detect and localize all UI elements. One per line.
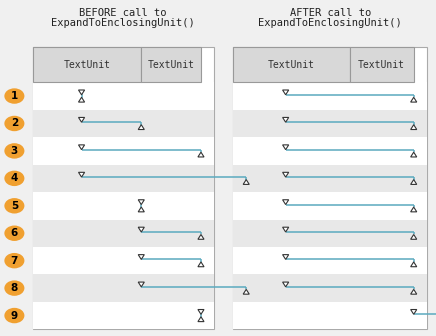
- Polygon shape: [78, 145, 85, 150]
- Text: ExpandToEnclosingUnit(): ExpandToEnclosingUnit(): [51, 18, 195, 29]
- Polygon shape: [283, 172, 289, 177]
- Polygon shape: [411, 289, 417, 294]
- Polygon shape: [138, 125, 144, 129]
- Polygon shape: [283, 117, 289, 122]
- Text: BEFORE call to: BEFORE call to: [79, 8, 167, 18]
- FancyBboxPatch shape: [33, 110, 214, 137]
- Text: 1: 1: [11, 91, 18, 101]
- Polygon shape: [411, 125, 417, 129]
- Polygon shape: [138, 227, 144, 232]
- Polygon shape: [411, 180, 417, 184]
- Polygon shape: [243, 289, 249, 294]
- Circle shape: [4, 280, 24, 296]
- Polygon shape: [283, 282, 289, 287]
- Text: TextUnit: TextUnit: [64, 60, 110, 70]
- FancyBboxPatch shape: [33, 47, 214, 329]
- Polygon shape: [198, 262, 204, 267]
- FancyBboxPatch shape: [233, 192, 427, 219]
- Circle shape: [4, 308, 24, 323]
- Text: TextUnit: TextUnit: [358, 60, 405, 70]
- Text: 7: 7: [11, 256, 18, 266]
- FancyBboxPatch shape: [33, 165, 214, 192]
- Circle shape: [4, 88, 24, 104]
- Text: TextUnit: TextUnit: [268, 60, 315, 70]
- FancyBboxPatch shape: [233, 137, 427, 165]
- Circle shape: [4, 171, 24, 186]
- Text: 9: 9: [11, 310, 18, 321]
- Text: 3: 3: [11, 146, 18, 156]
- Polygon shape: [198, 317, 204, 322]
- FancyBboxPatch shape: [233, 47, 350, 82]
- FancyBboxPatch shape: [33, 219, 214, 247]
- Polygon shape: [411, 97, 417, 102]
- Polygon shape: [411, 235, 417, 239]
- FancyBboxPatch shape: [233, 219, 427, 247]
- Text: 8: 8: [11, 283, 18, 293]
- Polygon shape: [283, 200, 289, 205]
- Polygon shape: [243, 180, 249, 184]
- FancyBboxPatch shape: [33, 275, 214, 302]
- FancyBboxPatch shape: [233, 82, 427, 110]
- FancyBboxPatch shape: [233, 275, 427, 302]
- FancyBboxPatch shape: [33, 302, 214, 329]
- Circle shape: [4, 116, 24, 131]
- FancyBboxPatch shape: [33, 82, 214, 110]
- Text: 2: 2: [11, 119, 18, 128]
- FancyBboxPatch shape: [233, 247, 427, 275]
- FancyBboxPatch shape: [233, 165, 427, 192]
- Polygon shape: [411, 309, 417, 314]
- Text: AFTER call to: AFTER call to: [290, 8, 371, 18]
- Polygon shape: [138, 282, 144, 287]
- Polygon shape: [283, 90, 289, 95]
- Text: TextUnit: TextUnit: [148, 60, 194, 70]
- Circle shape: [4, 143, 24, 159]
- FancyBboxPatch shape: [233, 47, 427, 329]
- Circle shape: [4, 253, 24, 268]
- FancyBboxPatch shape: [233, 302, 427, 329]
- Text: 5: 5: [11, 201, 18, 211]
- Polygon shape: [138, 200, 144, 205]
- FancyBboxPatch shape: [33, 247, 214, 275]
- Circle shape: [4, 198, 24, 214]
- Polygon shape: [283, 255, 289, 259]
- Text: 4: 4: [11, 173, 18, 183]
- Polygon shape: [198, 152, 204, 157]
- Polygon shape: [283, 145, 289, 150]
- FancyBboxPatch shape: [33, 192, 214, 219]
- Polygon shape: [138, 207, 144, 212]
- FancyBboxPatch shape: [350, 47, 414, 82]
- Polygon shape: [411, 262, 417, 267]
- Polygon shape: [411, 207, 417, 212]
- Polygon shape: [198, 309, 204, 314]
- Text: 6: 6: [11, 228, 18, 238]
- FancyBboxPatch shape: [33, 137, 214, 165]
- Polygon shape: [198, 235, 204, 239]
- Polygon shape: [78, 117, 85, 122]
- Text: ExpandToEnclosingUnit(): ExpandToEnclosingUnit(): [259, 18, 402, 29]
- Polygon shape: [283, 227, 289, 232]
- Polygon shape: [78, 172, 85, 177]
- FancyBboxPatch shape: [141, 47, 201, 82]
- FancyBboxPatch shape: [33, 47, 141, 82]
- Polygon shape: [78, 90, 85, 95]
- Polygon shape: [411, 152, 417, 157]
- FancyBboxPatch shape: [233, 110, 427, 137]
- Polygon shape: [78, 97, 85, 102]
- Polygon shape: [138, 255, 144, 259]
- Circle shape: [4, 225, 24, 241]
